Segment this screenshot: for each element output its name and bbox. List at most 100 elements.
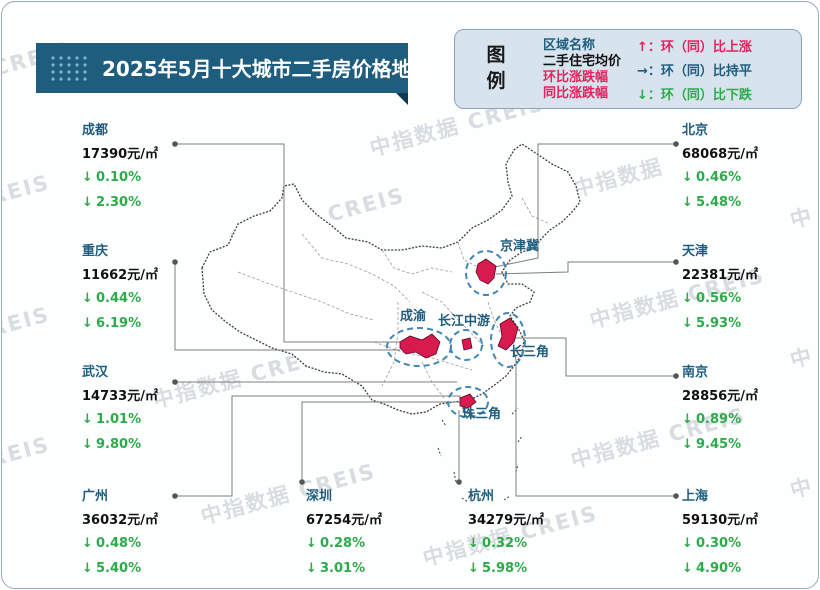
- legend-symbol-rise: ↑：环（同）比上涨: [637, 40, 752, 56]
- region-label-changsanjiao: 长三角: [510, 345, 550, 360]
- city-price: 68068元/㎡: [682, 147, 758, 162]
- city-name: 广州: [82, 489, 109, 504]
- city-name: 成都: [82, 123, 109, 138]
- city-name: 深圳: [306, 489, 333, 504]
- city-block-chongqing: 重庆 11662元/㎡ ↓ 0.44% ↓ 6.19%: [82, 243, 158, 340]
- arrow-down-icon: ↓: [82, 412, 93, 427]
- city-yoy: ↓ 3.01%: [306, 561, 366, 576]
- china-outline: [201, 143, 581, 415]
- city-mom: ↓ 1.01%: [82, 412, 142, 427]
- arrow-down-icon: ↓: [682, 412, 693, 427]
- city-yoy: ↓ 5.40%: [82, 561, 142, 576]
- city-price: 17390元/㎡: [82, 147, 158, 162]
- dots-pattern-icon: [51, 56, 87, 81]
- city-yoy: ↓ 4.90%: [682, 561, 742, 576]
- legend-field-mom: 环比涨跌幅: [543, 70, 609, 85]
- arrow-down-icon: ↓: [82, 316, 93, 331]
- legend-fields: 区域名称 二手住宅均价 环比涨跌幅 同比涨跌幅: [543, 38, 621, 102]
- city-mom: ↓ 0.46%: [682, 170, 742, 185]
- city-yoy: ↓ 2.30%: [82, 195, 142, 210]
- arrow-down-icon: ↓: [82, 536, 93, 551]
- city-block-chengdu: 成都 17390元/㎡ ↓ 0.10% ↓ 2.30%: [82, 122, 158, 219]
- cluster-jingjinji: [475, 258, 497, 285]
- city-clusters: [399, 258, 519, 409]
- leader-dots: [172, 141, 679, 499]
- city-price: 28856元/㎡: [682, 389, 758, 404]
- province-borders: [237, 197, 551, 399]
- city-block-hangzhou: 杭州 34279元/㎡ ↓ 0.32% ↓ 5.98%: [468, 488, 544, 585]
- arrow-down-icon: ↓: [682, 561, 693, 576]
- city-mom: ↓ 0.10%: [82, 170, 142, 185]
- jingjinji-circle: [465, 250, 507, 296]
- region-label-chengyu: 成渝: [400, 309, 427, 324]
- city-mom: ↓ 0.48%: [82, 536, 142, 551]
- city-mom: ↓ 0.44%: [82, 291, 142, 306]
- arrow-down-icon: ↓: [682, 291, 693, 306]
- city-name: 武汉: [82, 365, 109, 380]
- arrow-up-icon: ↑: [637, 40, 648, 55]
- legend-symbol-fall-text: ：环（同）比下跌: [647, 88, 752, 103]
- arrow-down-icon: ↓: [82, 291, 93, 306]
- city-mom: ↓ 0.89%: [682, 412, 742, 427]
- cluster-changsanjiao: [497, 317, 519, 351]
- city-name: 上海: [682, 489, 709, 504]
- arrow-down-icon: ↓: [306, 561, 317, 576]
- legend-symbol-fall: ↓：环（同）比下跌: [637, 88, 752, 104]
- city-price: 59130元/㎡: [682, 513, 758, 528]
- arrow-down-icon: ↓: [306, 536, 317, 551]
- cluster-chengyu: [399, 333, 441, 359]
- arrow-down-icon: ↓: [82, 170, 93, 185]
- city-block-shenzhen: 深圳 67254元/㎡ ↓ 0.28% ↓ 3.01%: [306, 488, 382, 585]
- city-block-tianjin: 天津 22381元/㎡ ↓ 0.56% ↓ 5.93%: [682, 243, 758, 340]
- city-price: 67254元/㎡: [306, 513, 382, 528]
- arrow-right-icon: →: [637, 64, 648, 79]
- cluster-changjiang: [461, 337, 473, 351]
- changjiang-circle: [449, 329, 483, 361]
- cluster-zhusanjiao: [459, 393, 477, 409]
- legend-symbol-rise-text: ：环（同）比上涨: [647, 40, 752, 55]
- arrow-down-icon: ↓: [82, 437, 93, 452]
- city-yoy: ↓ 9.45%: [682, 437, 742, 452]
- city-block-guangzhou: 广州 36032元/㎡ ↓ 0.48% ↓ 5.40%: [82, 488, 158, 585]
- city-yoy: ↓ 6.19%: [82, 316, 142, 331]
- city-block-nanjing: 南京 28856元/㎡ ↓ 0.89% ↓ 9.45%: [682, 364, 758, 461]
- city-name: 天津: [682, 244, 709, 259]
- region-label-jingjinji: 京津冀: [500, 239, 540, 254]
- region-circles: [386, 250, 526, 418]
- arrow-down-icon: ↓: [682, 195, 693, 210]
- region-label-changjiang: 长江中游: [438, 314, 491, 329]
- city-yoy: ↓ 5.98%: [468, 561, 528, 576]
- chengyu-circle: [386, 327, 452, 367]
- city-name: 杭州: [468, 489, 495, 504]
- city-block-wuhan: 武汉 14733元/㎡ ↓ 1.01% ↓ 9.80%: [82, 364, 158, 461]
- city-mom: ↓ 0.56%: [682, 291, 742, 306]
- city-price: 22381元/㎡: [682, 268, 758, 283]
- legend-box: 图例 区域名称 二手住宅均价 环比涨跌幅 同比涨跌幅 ↑：环（同）比上涨 →：环…: [454, 29, 802, 109]
- arrow-down-icon: ↓: [682, 316, 693, 331]
- city-price: 36032元/㎡: [82, 513, 158, 528]
- region-label-zhusanjiao: 珠三角: [462, 407, 502, 422]
- city-block-beijing: 北京 68068元/㎡ ↓ 0.46% ↓ 5.48%: [682, 122, 758, 219]
- arrow-down-icon: ↓: [682, 437, 693, 452]
- city-name: 重庆: [82, 244, 109, 259]
- city-name: 南京: [682, 365, 709, 380]
- city-price: 11662元/㎡: [82, 268, 158, 283]
- arrow-down-icon: ↓: [468, 561, 479, 576]
- legend-field-yoy: 同比涨跌幅: [543, 86, 609, 101]
- zhusanjiao-circle: [447, 386, 489, 418]
- arrow-down-icon: ↓: [82, 561, 93, 576]
- arrow-down-icon: ↓: [82, 195, 93, 210]
- city-yoy: ↓ 5.93%: [682, 316, 742, 331]
- changsanjiao-circle: [490, 312, 526, 368]
- legend-field-price: 二手住宅均价: [543, 54, 622, 69]
- city-mom: ↓ 0.32%: [468, 536, 528, 551]
- city-name: 北京: [682, 123, 709, 138]
- legend-field-region: 区域名称: [543, 38, 596, 53]
- legend-symbol-flat-text: ：环（同）比持平: [647, 64, 752, 79]
- city-price: 34279元/㎡: [468, 513, 544, 528]
- arrow-down-icon: ↓: [682, 170, 693, 185]
- city-mom: ↓ 0.30%: [682, 536, 742, 551]
- city-mom: ↓ 0.28%: [306, 536, 366, 551]
